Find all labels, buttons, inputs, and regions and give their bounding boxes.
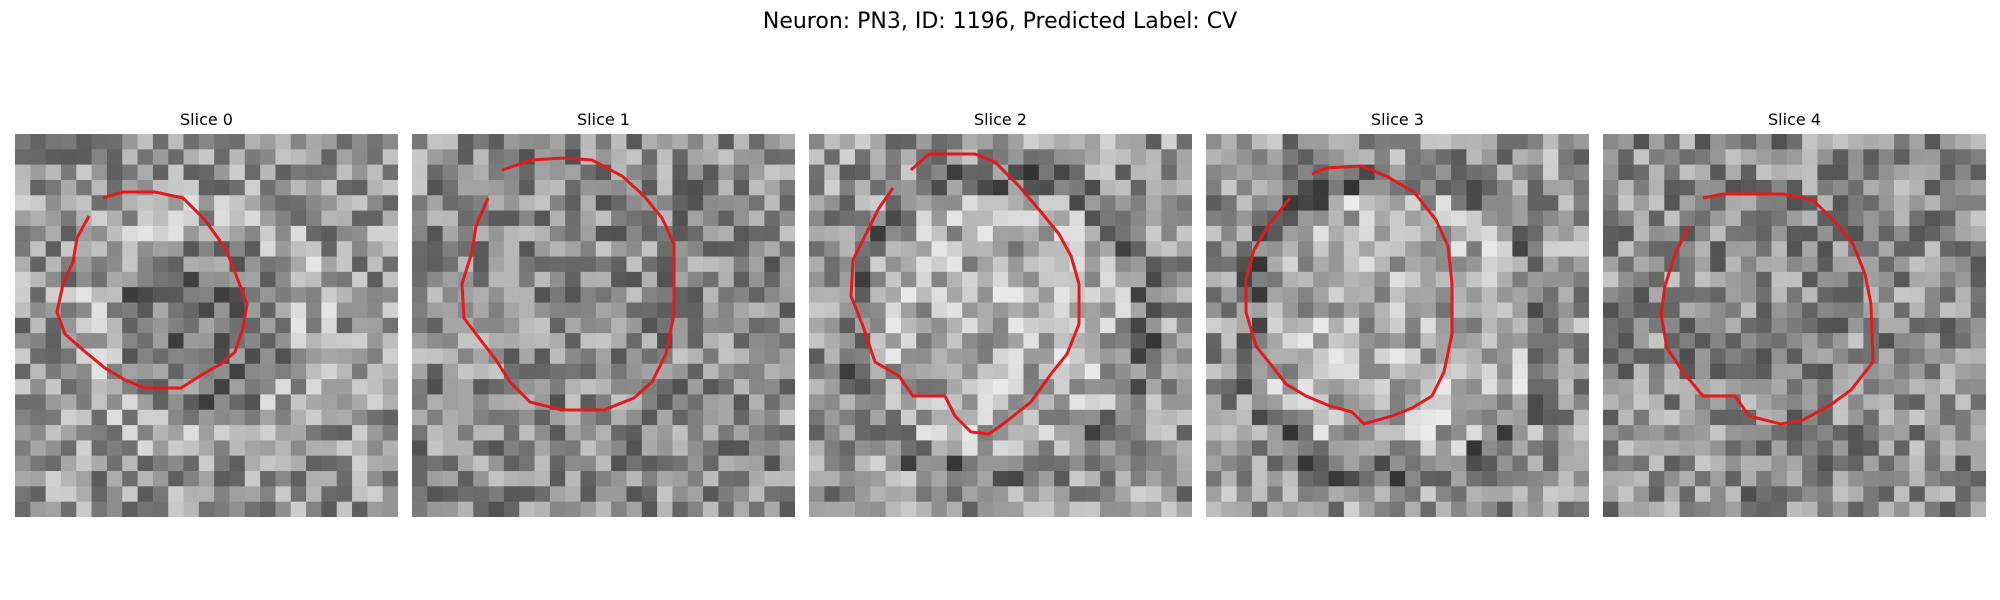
slice-image-0 <box>15 134 398 517</box>
panel-title-slice-3: Slice 3 <box>1371 110 1424 129</box>
roi-contour <box>55 190 249 390</box>
slice-image-3 <box>1206 134 1589 517</box>
roi-contour <box>460 156 676 412</box>
slice-image-2 <box>809 134 1192 517</box>
slice-image-4 <box>1603 134 1986 517</box>
slice-image-svg-2 <box>809 134 1192 517</box>
slice-image-svg-0 <box>15 134 398 517</box>
roi-contour <box>1659 192 1875 426</box>
slice-image-svg-1 <box>412 134 795 517</box>
panel-title-slice-1: Slice 1 <box>577 110 630 129</box>
panel-title-slice-2: Slice 2 <box>974 110 1027 129</box>
panel-title-slice-0: Slice 0 <box>180 110 233 129</box>
roi-contour <box>1244 164 1454 426</box>
slice-image-svg-3 <box>1206 134 1589 517</box>
panel-title-slice-4: Slice 4 <box>1768 110 1821 129</box>
figure-title: Neuron: PN3, ID: 1196, Predicted Label: … <box>762 9 1238 34</box>
roi-contour <box>849 152 1081 436</box>
slice-image-1 <box>412 134 795 517</box>
slice-image-svg-4 <box>1603 134 1986 517</box>
